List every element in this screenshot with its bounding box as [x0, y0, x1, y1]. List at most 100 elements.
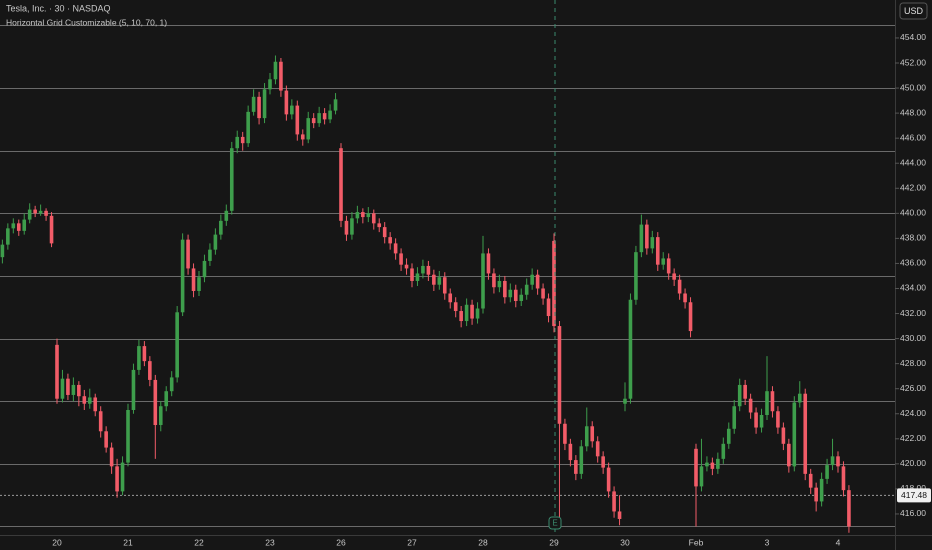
currency-label[interactable]: USD: [904, 6, 924, 16]
candle-body: [464, 304, 469, 322]
candle-body: [77, 384, 81, 397]
candle-body: [415, 273, 420, 281]
candle-body: [765, 391, 769, 415]
candle-body: [115, 466, 119, 492]
candle-body: [563, 423, 567, 444]
candle-body: [22, 219, 27, 231]
candle-body: [251, 96, 256, 112]
candle-body: [49, 215, 54, 244]
candle-body: [524, 284, 529, 295]
candle-body: [601, 456, 605, 468]
candle-body: [290, 105, 294, 115]
candle-body: [268, 79, 272, 90]
candle-body: [737, 384, 742, 407]
candle-body: [825, 465, 829, 479]
candle-body: [235, 136, 240, 149]
y-tick-label: 454.00: [900, 32, 926, 42]
y-tick-label: 416.00: [900, 508, 926, 518]
candle-body: [732, 406, 737, 429]
candle-body: [716, 458, 720, 469]
x-tick-label: 3: [765, 537, 770, 547]
indicator-label: Horizontal Grid Customizable (5, 10, 70,…: [6, 17, 167, 27]
candle-body: [579, 446, 584, 474]
candle-body: [246, 111, 250, 144]
candle-body: [322, 113, 327, 120]
x-tick-label: 26: [336, 537, 346, 547]
candle-body: [393, 243, 398, 254]
candle-body: [508, 289, 513, 298]
earnings-label[interactable]: E: [552, 519, 557, 528]
x-tick-label: Feb: [689, 537, 704, 547]
candle-body: [229, 148, 234, 211]
grid-layer: [0, 25, 895, 527]
x-tick-label: 28: [478, 537, 488, 547]
candle-body: [628, 299, 633, 399]
candle-body: [295, 105, 300, 135]
candle-body: [639, 224, 644, 253]
candle-body: [776, 411, 780, 428]
candle-body: [612, 491, 616, 512]
candle-body: [137, 346, 141, 370]
y-tick-label: 428.00: [900, 358, 926, 368]
candle-body: [71, 384, 76, 395]
y-tick-label: 442.00: [900, 183, 926, 193]
candle-body: [617, 511, 622, 519]
candles-layer: [0, 55, 851, 533]
candle-body: [126, 409, 130, 463]
candle-body: [475, 308, 480, 319]
candle-body: [60, 378, 65, 399]
candle-body: [399, 253, 403, 265]
y-tick-label: 418.00: [900, 483, 926, 493]
candle-body: [410, 268, 414, 281]
candle-body: [350, 218, 354, 235]
x-tick-label: 4: [836, 537, 841, 547]
candle-body: [104, 431, 108, 448]
axis-layer: 416.00 418.00 420.00 422.00 424.00 426.00 428.…: [52, 32, 931, 547]
y-tick-label: 448.00: [900, 107, 926, 117]
candle-body: [470, 304, 474, 319]
candle-body: [847, 490, 851, 527]
candle-body: [459, 311, 463, 322]
candle-body: [33, 209, 37, 214]
candle-body: [16, 223, 21, 231]
candle-body: [333, 99, 338, 111]
candle-body: [44, 210, 48, 216]
candle-body: [497, 280, 502, 288]
earnings-badge[interactable]: [548, 516, 562, 530]
last-price-box: [897, 488, 931, 503]
candle-body: [371, 213, 376, 224]
candle-body: [432, 274, 436, 285]
candle-body: [541, 288, 545, 299]
candle-body: [148, 361, 152, 380]
y-tick-label: 438.00: [900, 233, 926, 243]
last-price-label: 417.48: [901, 490, 927, 500]
candle-body: [87, 397, 92, 404]
candle-body: [781, 427, 786, 444]
candle-body: [169, 377, 174, 392]
candle-body: [98, 411, 103, 432]
x-tick-label: 23: [265, 537, 275, 547]
candle-body: [437, 277, 442, 285]
candle-body: [426, 265, 431, 275]
candle-body: [366, 213, 371, 218]
y-tick-label: 444.00: [900, 157, 926, 167]
candle-body: [688, 302, 693, 332]
candle-body: [453, 302, 458, 312]
candle-body: [66, 378, 70, 395]
candle-body: [552, 240, 556, 327]
candle-body: [590, 426, 595, 442]
candle-body: [634, 252, 638, 300]
candle-body: [808, 473, 813, 488]
y-tick-label: 432.00: [900, 308, 926, 318]
currency-button[interactable]: [899, 2, 928, 20]
candle-body: [355, 212, 360, 219]
candle-body: [262, 89, 267, 119]
candle-body: [382, 227, 387, 238]
candle-body: [219, 220, 223, 235]
candle-body: [841, 466, 846, 491]
candle-body: [311, 118, 316, 124]
candle-body: [655, 237, 660, 265]
candle-body: [0, 244, 5, 258]
